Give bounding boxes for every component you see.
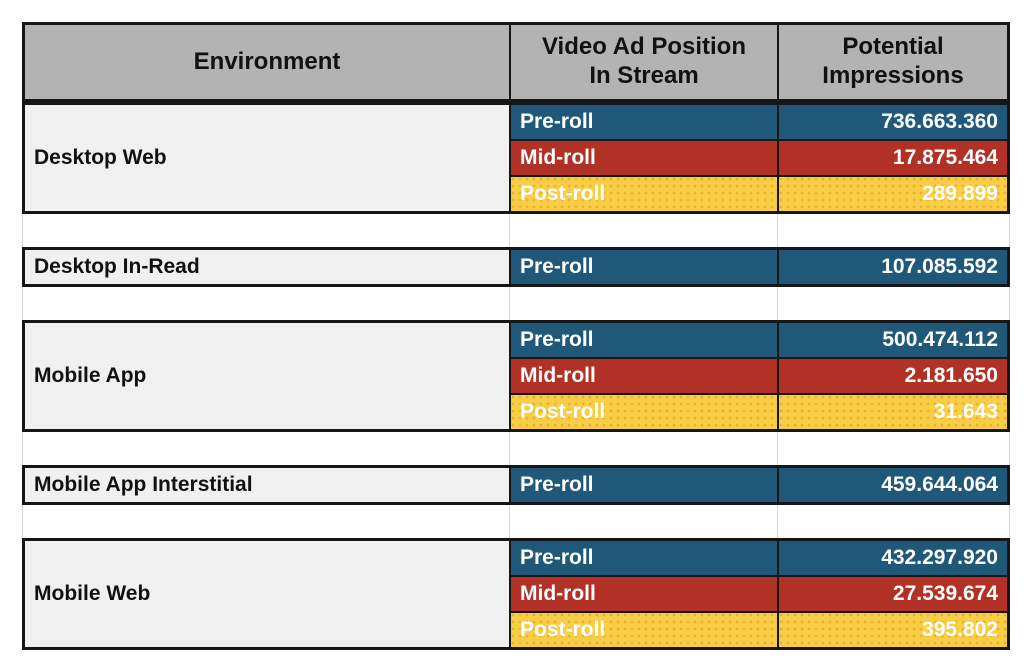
environment-cell: Mobile App — [25, 323, 509, 429]
section-gap — [22, 432, 1010, 465]
impressions-cell: 459.644.064 — [779, 468, 1007, 502]
column-header-environment: Environment — [25, 25, 509, 99]
position-cell-mid-roll: Mid-roll — [511, 359, 777, 393]
column-header-ad-position-line2: In Stream — [589, 62, 699, 89]
impressions-cell: 432.297.920 — [779, 541, 1007, 575]
section-desktop-in-read: Desktop In-Read Pre-roll 107.085.592 — [22, 247, 1010, 287]
position-cell-post-roll: Post-roll — [511, 613, 777, 647]
impressions-cell: 736.663.360 — [779, 105, 1007, 139]
impressions-cell: 500.474.112 — [779, 323, 1007, 357]
impressions-table: Environment Video Ad Position In Stream … — [22, 22, 1010, 650]
position-cell-pre-roll: Pre-roll — [511, 105, 777, 139]
section-mobile-app-interstitial: Mobile App Interstitial Pre-roll 459.644… — [22, 465, 1010, 505]
section-mobile-app: Mobile App Pre-roll 500.474.112 Mid-roll… — [22, 320, 1010, 432]
position-cell-pre-roll: Pre-roll — [511, 541, 777, 575]
column-header-ad-position-line1: Video Ad Position — [541, 33, 746, 61]
environment-cell: Desktop Web — [25, 105, 509, 211]
column-header-impressions-line1: Potential — [842, 33, 944, 61]
environment-cell: Desktop In-Read — [25, 250, 509, 284]
column-header-ad-position: Video Ad Position In Stream — [511, 25, 777, 99]
impressions-cell: 395.802 — [779, 613, 1007, 647]
position-cell-mid-roll: Mid-roll — [511, 141, 777, 175]
table-header-row: Environment Video Ad Position In Stream … — [22, 22, 1010, 102]
impressions-cell: 31.643 — [779, 395, 1007, 429]
impressions-cell: 289.899 — [779, 177, 1007, 211]
section-gap — [22, 214, 1010, 247]
section-gap — [22, 287, 1010, 320]
section-mobile-web: Mobile Web Pre-roll 432.297.920 Mid-roll… — [22, 538, 1010, 650]
column-header-environment-label: Environment — [193, 47, 341, 75]
position-cell-post-roll: Post-roll — [511, 395, 777, 429]
impressions-cell: 2.181.650 — [779, 359, 1007, 393]
position-cell-pre-roll: Pre-roll — [511, 468, 777, 502]
position-cell-mid-roll: Mid-roll — [511, 577, 777, 611]
impressions-cell: 17.875.464 — [779, 141, 1007, 175]
impressions-cell: 107.085.592 — [779, 250, 1007, 284]
position-cell-post-roll: Post-roll — [511, 177, 777, 211]
section-gap — [22, 505, 1010, 538]
position-cell-pre-roll: Pre-roll — [511, 323, 777, 357]
impressions-cell: 27.539.674 — [779, 577, 1007, 611]
column-header-impressions: Potential Impressions — [779, 25, 1007, 99]
environment-cell: Mobile App Interstitial — [25, 468, 509, 502]
environment-cell: Mobile Web — [25, 541, 509, 647]
section-desktop-web: Desktop Web Pre-roll 736.663.360 Mid-rol… — [22, 102, 1010, 214]
column-header-impressions-line2: Impressions — [822, 62, 964, 89]
position-cell-pre-roll: Pre-roll — [511, 250, 777, 284]
